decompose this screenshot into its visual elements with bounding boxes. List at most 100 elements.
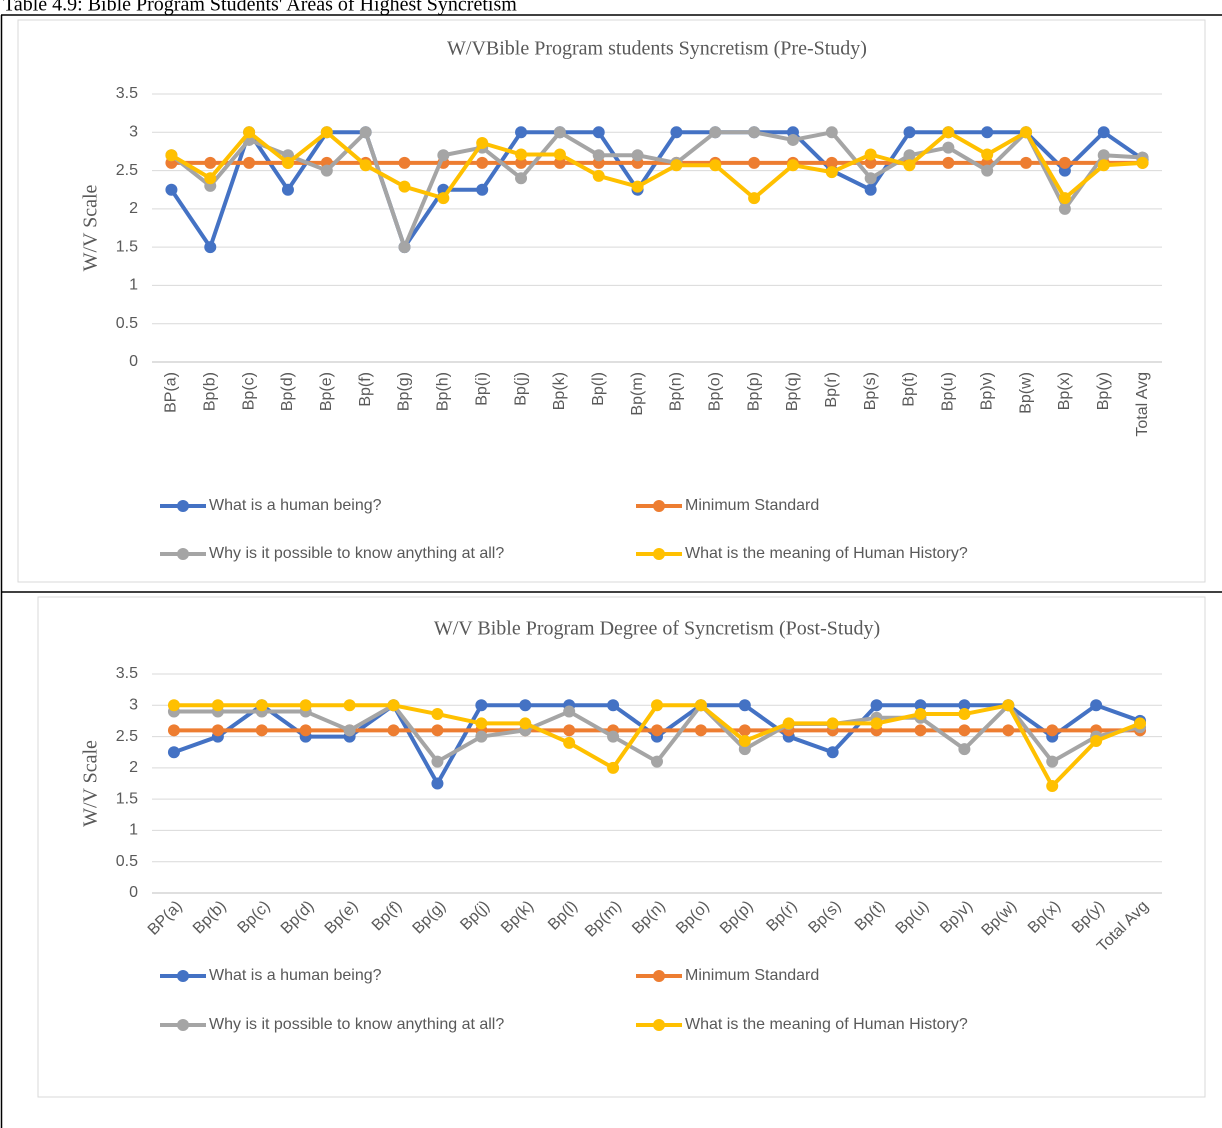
data-point	[431, 724, 444, 737]
data-point	[694, 699, 707, 712]
data-point	[1046, 780, 1059, 793]
data-point	[826, 717, 839, 730]
data-point	[631, 149, 644, 162]
data-point	[694, 724, 707, 737]
data-point	[670, 126, 683, 139]
x-tick-label: Bp)v)	[978, 372, 995, 410]
x-tick-label: Bp(l)	[590, 372, 607, 406]
x-tick-label: Bp(k)	[551, 372, 568, 410]
x-tick-label: Bp(n)	[668, 372, 685, 411]
data-point	[903, 159, 916, 172]
series-line	[170, 130, 1143, 201]
chart-frame	[37, 596, 1206, 1098]
data-point	[864, 156, 877, 169]
data-point	[167, 724, 180, 737]
data-point	[748, 126, 761, 139]
data-point	[981, 126, 994, 139]
x-tick-label: Bp(h)	[435, 372, 452, 411]
data-point	[515, 156, 528, 169]
y-tick-label: 0.5	[116, 853, 138, 870]
x-tick-label: Bp(j)	[512, 372, 529, 406]
data-point	[359, 126, 372, 139]
y-tick-label: 3	[129, 124, 138, 141]
data-point	[981, 148, 994, 161]
data-point	[475, 717, 488, 730]
data-point	[343, 724, 356, 737]
data-point	[519, 699, 532, 712]
y-tick-label: 3.5	[116, 665, 138, 682]
data-point	[782, 717, 795, 730]
legend-label: Minimum Standard	[685, 967, 819, 984]
legend-label: What is a human being?	[209, 497, 382, 514]
x-tick-label: Bp(t)	[901, 372, 918, 407]
x-tick-label: Bp(p)	[745, 372, 762, 411]
legend-label: What is the meaning of Human History?	[685, 1016, 968, 1033]
data-point	[211, 724, 224, 737]
x-tick-label: BP(a)	[163, 372, 180, 413]
x-tick-label: Bp(w)	[1017, 372, 1034, 414]
data-point	[864, 183, 877, 196]
data-point	[1020, 126, 1033, 139]
data-point	[387, 699, 400, 712]
data-point	[592, 149, 605, 162]
data-point	[709, 159, 722, 172]
data-point	[320, 164, 333, 177]
data-point	[165, 183, 178, 196]
legend-marker	[653, 1019, 665, 1031]
data-point	[1002, 724, 1015, 737]
data-point	[651, 724, 663, 737]
x-tick-label: Bp(u)	[940, 372, 957, 411]
y-tick-label: 2	[129, 200, 138, 217]
data-point	[709, 126, 722, 139]
data-point	[476, 137, 489, 150]
x-tick-label: Bp(g)	[396, 372, 413, 411]
x-tick-label: Bp(m)	[629, 372, 646, 416]
y-tick-label: 0	[129, 884, 138, 901]
data-point	[864, 148, 877, 161]
data-point	[1097, 159, 1110, 172]
x-tick-label: Bp(s)	[862, 372, 879, 410]
data-point	[515, 126, 528, 139]
data-point	[165, 149, 178, 162]
data-point	[1058, 192, 1071, 205]
x-tick-label: Bp(e)	[318, 372, 335, 411]
data-point	[870, 717, 883, 730]
data-point	[1058, 202, 1071, 215]
data-point	[343, 699, 356, 712]
data-point	[553, 148, 566, 161]
data-point	[914, 708, 927, 721]
chart-title: W/VBible Program students Syncretism (Pr…	[447, 38, 867, 60]
legend-marker	[177, 1019, 189, 1031]
data-point	[942, 141, 955, 154]
data-point	[786, 133, 799, 146]
data-point	[825, 126, 838, 139]
data-point	[631, 180, 644, 193]
data-point	[1097, 149, 1110, 162]
data-point	[607, 761, 620, 774]
legend-label: What is a human being?	[209, 967, 382, 984]
data-point	[1090, 734, 1103, 747]
data-point	[281, 183, 294, 196]
chart-frame	[17, 19, 1206, 583]
data-point	[553, 156, 566, 169]
data-point	[864, 172, 877, 185]
y-tick-label: 0	[129, 353, 138, 370]
data-point	[204, 156, 217, 169]
data-point	[607, 730, 620, 743]
data-point	[903, 126, 916, 139]
x-tick-label: Bp(c)	[240, 372, 257, 410]
data-point	[1020, 156, 1033, 169]
series-line	[170, 130, 1143, 250]
data-point	[299, 699, 312, 712]
data-point	[515, 172, 528, 185]
data-point	[1046, 724, 1059, 737]
legend-label: What is the meaning of Human History?	[685, 545, 968, 562]
data-point	[515, 148, 528, 161]
y-tick-label: 1.5	[116, 238, 138, 255]
data-point	[958, 699, 971, 712]
x-tick-label: Bp(b)	[201, 372, 218, 411]
y-tick-label: 2	[129, 759, 138, 776]
x-tick-label: Bp(d)	[279, 372, 296, 411]
data-point	[592, 169, 605, 182]
data-point	[431, 777, 444, 790]
